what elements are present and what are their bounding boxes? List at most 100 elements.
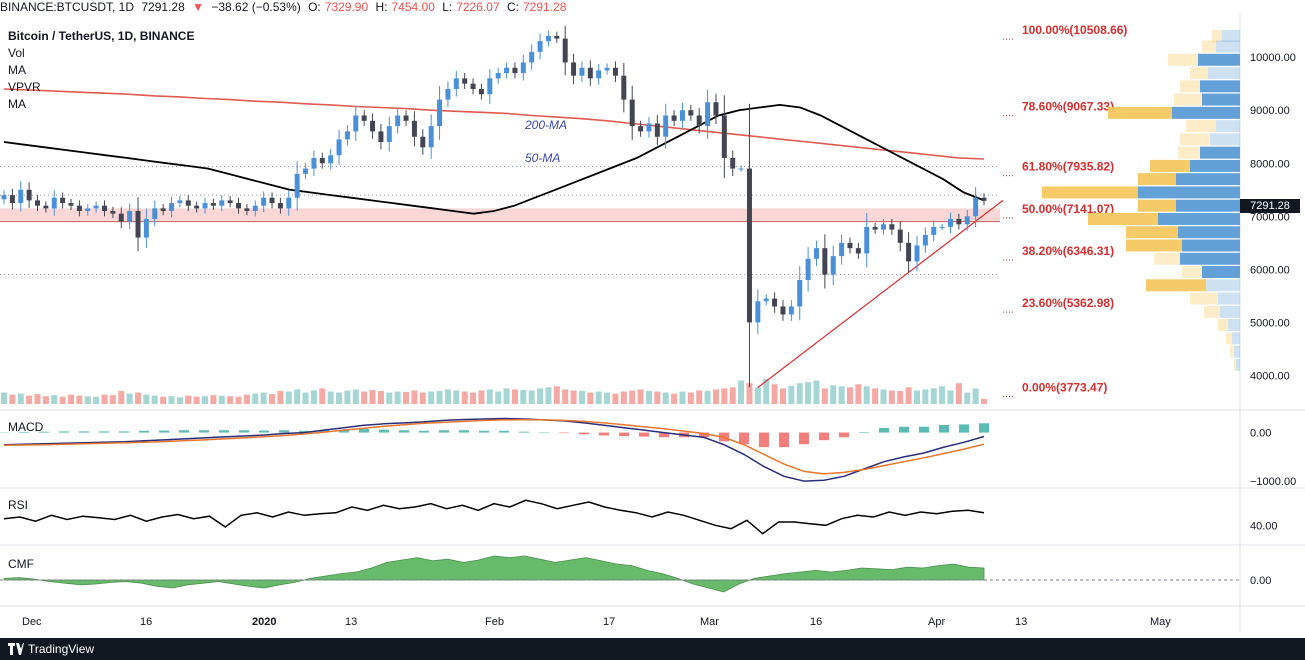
cmf-label[interactable]: CMF — [8, 557, 34, 571]
rsi-line — [3, 499, 985, 535]
candle-body — [135, 211, 141, 238]
vpvr-bar-down — [1202, 40, 1216, 53]
volume-bar — [436, 391, 443, 404]
candle-body — [906, 242, 912, 262]
volume-bar — [612, 393, 619, 404]
macd-histogram-bar — [99, 431, 109, 433]
macd-label[interactable]: MACD — [8, 420, 44, 434]
fib-level-label: 61.80%(7935.82) — [1022, 160, 1114, 174]
candle-body — [730, 157, 736, 169]
volume-bar — [905, 387, 912, 404]
time-axis-tick: 2020 — [252, 616, 276, 628]
ma200-annotation: 200-MA — [524, 118, 567, 132]
candle-body — [378, 131, 384, 143]
ma200-line — [3, 88, 985, 160]
macd-histogram-bar — [39, 431, 49, 433]
symbol-label[interactable]: BINANCE:BTCUSDT, 1D — [0, 0, 135, 14]
volume-bar — [805, 382, 812, 404]
candle-body — [822, 248, 828, 275]
volume-bar — [59, 396, 66, 404]
macd-histogram-bar — [19, 431, 29, 433]
vpvr-bar-down — [1126, 239, 1182, 252]
volume-bar — [386, 392, 393, 404]
volume-bar — [511, 389, 518, 404]
candle-body — [336, 139, 342, 156]
brand-name[interactable]: TradingView — [28, 642, 95, 656]
vpvr-bar-up — [1232, 332, 1240, 345]
volume-bar — [796, 383, 803, 404]
candle-body — [847, 242, 853, 249]
candle-body — [319, 157, 325, 164]
volume-bar — [403, 392, 410, 404]
chart-canvas[interactable]: 100.00%(10508.66) 78.60%(9067.33) 61.80%(7… — [0, 0, 1305, 638]
down-arrow-icon: ▼ — [192, 0, 204, 14]
volume-bar — [830, 385, 837, 404]
candle-body — [403, 115, 409, 121]
candle-body — [370, 120, 376, 132]
candle-body — [981, 197, 987, 201]
macd-histogram-bar — [119, 431, 129, 433]
candle-body — [705, 102, 711, 127]
tradingview-logo-icon[interactable] — [8, 643, 24, 655]
volume-bar — [336, 392, 343, 404]
macd-histogram-bar — [819, 432, 829, 441]
high-value: 7454.00 — [391, 0, 435, 14]
vpvr-bar-down — [1186, 120, 1216, 133]
legend-ma[interactable]: MA — [8, 63, 26, 77]
cmf-axis-tick: 0.00 — [1250, 575, 1271, 587]
candle-body — [512, 67, 518, 74]
volume-bar — [821, 388, 828, 404]
candle-body — [252, 205, 258, 211]
price-axis-tick: 8000.00 — [1250, 158, 1290, 170]
candle-body — [864, 226, 870, 254]
candle-body — [579, 67, 585, 76]
volume-bar — [595, 391, 602, 404]
volume-bar — [9, 394, 16, 404]
volume-bar — [888, 390, 895, 404]
volume-bar — [863, 386, 870, 404]
candle-body — [344, 131, 350, 140]
vpvr-bar-down — [1126, 226, 1178, 239]
vpvr-bar-up — [1206, 279, 1240, 292]
vpvr-bar-up — [1178, 226, 1240, 239]
price-axis-tick: 10000.00 — [1250, 52, 1296, 64]
price-axis-tick: 9000.00 — [1250, 105, 1290, 117]
volume-bar — [218, 395, 225, 404]
candle-body — [604, 67, 610, 71]
volume-bar — [135, 392, 142, 404]
candle-body — [152, 208, 158, 219]
vpvr-bar-down — [1230, 345, 1234, 358]
candle-body — [495, 73, 501, 79]
candle-body — [9, 195, 15, 204]
macd-histogram-bar — [439, 430, 449, 433]
candle-body — [386, 126, 392, 143]
candle-body — [922, 234, 928, 246]
legend-ma-2[interactable]: MA — [8, 97, 26, 111]
volume-bar — [252, 393, 259, 404]
close-label: C: — [506, 0, 519, 14]
vpvr-bar-up — [1190, 159, 1240, 172]
macd-histogram-bar — [779, 432, 789, 448]
candle-body — [143, 218, 149, 238]
candle-body — [470, 83, 476, 89]
vpvr-bar-down — [1204, 305, 1220, 318]
candle-body — [646, 123, 652, 132]
candle-body — [738, 168, 744, 170]
vpvr-bar-down — [1182, 266, 1202, 279]
macd-histogram-bar — [359, 429, 369, 433]
macd-histogram-bar — [139, 430, 149, 433]
macd-line — [3, 417, 985, 482]
candle-body — [118, 213, 124, 222]
volume-bar — [939, 386, 946, 404]
candle-body — [395, 115, 401, 127]
macd-histogram-bar — [259, 430, 269, 433]
legend-vol[interactable]: Vol — [8, 46, 25, 60]
legend-vpvr[interactable]: VPVR — [8, 80, 41, 94]
volume-bar — [168, 396, 175, 404]
rsi-label[interactable]: RSI — [8, 498, 29, 512]
macd-histogram-bar — [219, 430, 229, 433]
volume-bar — [738, 380, 745, 404]
macd-histogram-bar — [979, 423, 989, 433]
vpvr-bar-up — [1200, 146, 1240, 159]
cmf-area — [3, 555, 985, 593]
